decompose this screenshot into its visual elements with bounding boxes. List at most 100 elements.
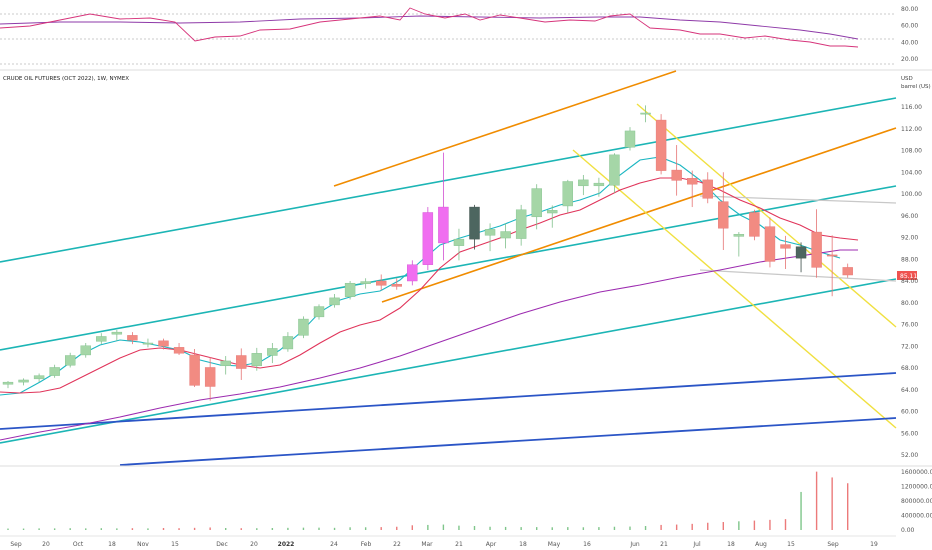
candle[interactable]	[453, 228, 465, 261]
candle[interactable]	[842, 263, 853, 278]
rsi-tick-label: 60.00	[901, 23, 918, 30]
volume-bar	[442, 524, 445, 530]
candle[interactable]	[578, 174, 589, 196]
candle[interactable]	[547, 205, 558, 228]
candle-body	[298, 318, 309, 336]
volume-bar	[193, 527, 196, 530]
candle[interactable]	[764, 217, 776, 268]
candle[interactable]	[811, 209, 822, 278]
candle[interactable]	[655, 114, 667, 175]
candle-body	[111, 331, 123, 335]
candle[interactable]	[236, 348, 247, 380]
price-axis: 116.00 112.00 108.00 104.00 100.00 96.00 92.00…	[901, 104, 922, 459]
candle-body	[360, 281, 371, 284]
candle[interactable]	[267, 342, 278, 364]
candle-body	[329, 297, 340, 306]
candle[interactable]	[484, 223, 496, 252]
price-unit-measure: barrel (US)	[901, 84, 931, 90]
candle[interactable]	[780, 235, 791, 270]
candle[interactable]	[2, 381, 14, 389]
candle[interactable]	[469, 204, 480, 250]
candle[interactable]	[142, 338, 154, 348]
candle[interactable]	[344, 281, 356, 300]
volume-bar	[100, 528, 102, 530]
volume-bar	[147, 528, 149, 530]
candle[interactable]	[313, 304, 325, 320]
candle[interactable]	[562, 179, 573, 213]
candle[interactable]	[96, 333, 107, 345]
candle[interactable]	[702, 172, 713, 204]
volume-bar	[302, 527, 305, 530]
candle[interactable]	[18, 378, 29, 386]
price-tick-label: 112.00	[901, 126, 922, 133]
volume-bar	[458, 525, 460, 530]
candle-body	[33, 375, 45, 380]
candle[interactable]	[624, 127, 636, 151]
candle-body	[96, 336, 107, 342]
volume-bar	[318, 527, 320, 530]
candle[interactable]	[438, 152, 449, 261]
candle[interactable]	[795, 242, 807, 273]
trendlines[interactable]	[0, 70, 897, 466]
candlesticks[interactable]	[2, 105, 853, 401]
volume-bar	[225, 528, 227, 530]
candle[interactable]	[298, 316, 309, 339]
volume-bar	[364, 527, 367, 530]
candle[interactable]	[671, 145, 682, 196]
candle[interactable]	[64, 352, 76, 368]
rsi-tick-label: 80.00	[901, 6, 918, 13]
candle[interactable]	[718, 172, 729, 251]
price-tick-label: 96.00	[901, 213, 918, 220]
candle[interactable]	[376, 274, 387, 291]
candle[interactable]	[189, 348, 200, 388]
candle[interactable]	[49, 364, 60, 378]
candle[interactable]	[640, 105, 651, 123]
price-tick-label: 68.00	[901, 365, 918, 372]
candle[interactable]	[733, 232, 745, 257]
candle[interactable]	[407, 260, 418, 286]
candle[interactable]	[80, 342, 91, 358]
candle[interactable]	[826, 235, 838, 297]
chart-title: CRUDE OIL FUTURES (OCT 2022), 1W, NYMEX	[3, 76, 129, 82]
rsi-signal-line	[0, 15, 859, 40]
candle[interactable]	[609, 153, 620, 193]
candle-body	[438, 206, 449, 244]
candle-body	[749, 212, 760, 237]
x-tick-label: 21	[455, 541, 463, 548]
candle[interactable]	[173, 342, 185, 355]
candle[interactable]	[422, 207, 434, 271]
candle[interactable]	[282, 332, 294, 352]
candle[interactable]	[500, 223, 511, 249]
candle[interactable]	[127, 332, 138, 345]
x-tick-label: Jun	[629, 541, 640, 548]
x-tick-label: 24	[330, 541, 338, 548]
candle[interactable]	[391, 278, 402, 290]
volume-tick-label: 400000.00	[901, 513, 932, 520]
volume-bar	[629, 526, 631, 530]
candle-body	[826, 254, 838, 257]
price-tick-label: 72.00	[901, 343, 918, 350]
candle[interactable]	[251, 347, 263, 371]
candle[interactable]	[531, 184, 542, 230]
volume-bar	[504, 526, 507, 530]
candle[interactable]	[158, 338, 169, 350]
candle[interactable]	[220, 356, 231, 375]
x-tick-label: 20	[250, 541, 258, 548]
candle[interactable]	[204, 357, 216, 401]
candle[interactable]	[329, 294, 340, 308]
candle[interactable]	[33, 373, 45, 383]
price-tick-label: 108.00	[901, 148, 922, 155]
candle[interactable]	[749, 209, 760, 241]
candle[interactable]	[111, 329, 123, 341]
candle[interactable]	[687, 170, 698, 208]
volume-bar	[178, 528, 180, 530]
volume-bar	[753, 520, 756, 530]
candle[interactable]	[593, 177, 605, 197]
candle[interactable]	[360, 278, 371, 289]
candle[interactable]	[515, 204, 527, 246]
x-tick-label: 2022	[278, 541, 295, 548]
upper-orange-channel-line	[333, 70, 677, 187]
rsi-tick-label: 40.00	[901, 39, 918, 46]
volume-bar	[489, 526, 491, 530]
